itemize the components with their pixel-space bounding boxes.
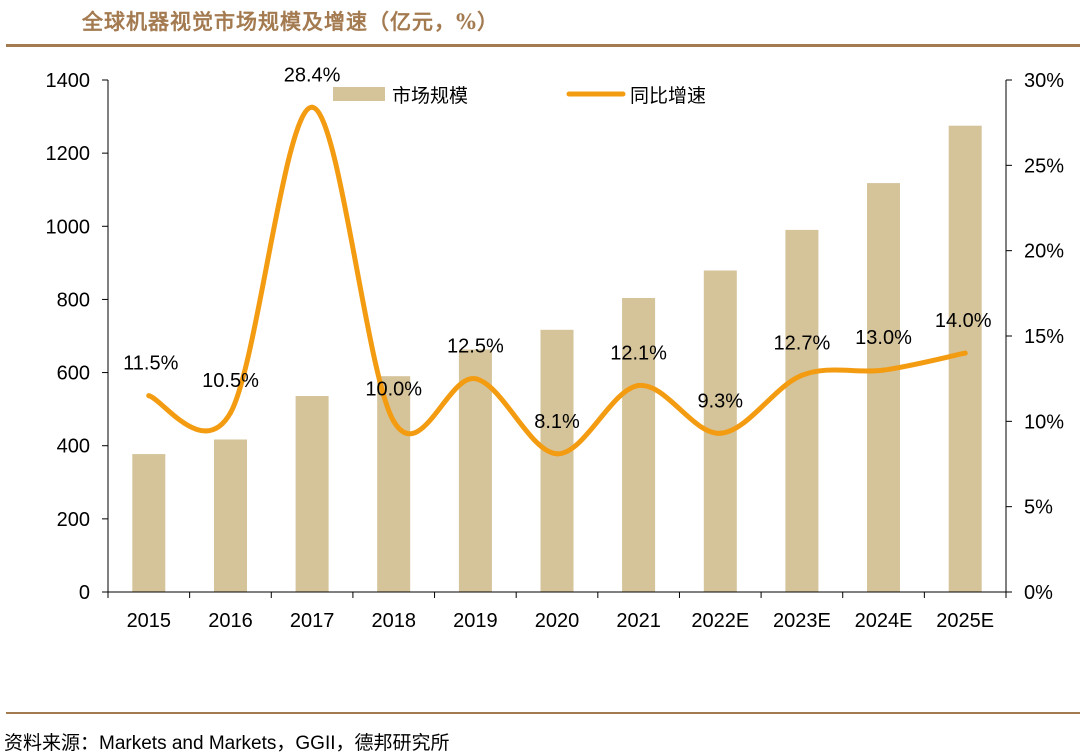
- right-tick-label: 30%: [1024, 70, 1064, 92]
- labels-layer: 11.5% 10.5% 28.4% 10.0% 12.5% 8.1% 12.1% 9.3% 12…: [123, 64, 992, 433]
- growth-label-2016: 10.5%: [202, 370, 259, 392]
- right-tick-label: 25%: [1024, 155, 1064, 177]
- legend-swatch-market-size: [333, 87, 385, 101]
- chart-title: 全球机器视觉市场规模及增速（亿元，%）: [82, 9, 499, 34]
- growth-point-2015: [146, 393, 152, 399]
- right-tick-label: 5%: [1024, 497, 1053, 519]
- growth-label-2021: 12.1%: [610, 343, 667, 365]
- x-tick-label: 2023E: [773, 610, 831, 632]
- bar-2021: [622, 298, 656, 592]
- growth-point-2022E: [717, 430, 723, 436]
- x-tick-label: 2022E: [691, 610, 749, 632]
- left-tick-label: 200: [57, 509, 90, 531]
- x-tick-label: 2017: [290, 610, 335, 632]
- left-tick-label: 600: [57, 363, 90, 385]
- bar-2020: [540, 329, 574, 592]
- growth-label-2022E: 9.3%: [698, 390, 744, 412]
- left-tick-label: 0: [79, 582, 90, 604]
- growth-point-2023E: [799, 372, 805, 378]
- legend-label-market-size: 市场规模: [392, 85, 468, 107]
- bar-2024E: [867, 183, 900, 592]
- left-tick-label: 1000: [46, 216, 91, 238]
- x-tick-label: 2016: [208, 610, 253, 632]
- growth-label-2018: 10.0%: [365, 378, 422, 400]
- growth-label-2017: 28.4%: [284, 64, 341, 86]
- growth-point-2016: [228, 410, 233, 416]
- growth-point-2025E: [962, 350, 968, 356]
- bar-2019: [458, 349, 492, 592]
- growth-point-2019: [472, 376, 478, 382]
- left-tick-label: 1200: [46, 143, 91, 165]
- growth-label-2015: 11.5%: [123, 353, 178, 375]
- growth-point-2021: [636, 383, 642, 388]
- left-tick-label: 1400: [46, 70, 91, 92]
- x-tick-label: 2024E: [855, 610, 913, 632]
- x-tick-label: 2015: [127, 610, 172, 632]
- left-tick-label: 800: [57, 289, 90, 311]
- right-tick-label: 0%: [1024, 582, 1053, 604]
- x-tick-label: 2018: [371, 610, 416, 632]
- bar-2023E: [785, 229, 819, 592]
- left-tick-label: 400: [57, 436, 90, 458]
- growth-label-2020: 8.1%: [534, 411, 580, 433]
- growth-label-2023E: 12.7%: [774, 332, 831, 354]
- x-tick-label: 2019: [453, 610, 498, 632]
- bars-layer: [132, 125, 982, 592]
- growth-label-2019: 12.5%: [447, 336, 504, 358]
- right-tick-label: 10%: [1024, 411, 1064, 433]
- line-layer: [146, 104, 968, 457]
- bar-2015: [132, 454, 166, 592]
- right-tick-label: 20%: [1024, 241, 1064, 263]
- x-tick-label: 2020: [535, 610, 580, 632]
- bar-2018: [377, 376, 411, 592]
- x-tick-label: 2021: [616, 610, 661, 632]
- top-divider: [6, 44, 1080, 47]
- legend: 市场规模 同比增速: [333, 85, 706, 107]
- bottom-divider: [6, 712, 1080, 714]
- x-tick-label: 2025E: [936, 610, 994, 632]
- source-note: 资料来源：Markets and Markets，GGII，德邦研究所: [4, 733, 450, 754]
- bar-2025E: [948, 125, 982, 592]
- growth-point-2024E: [881, 367, 886, 373]
- growth-label-2024E: 13.0%: [855, 327, 912, 349]
- bar-2016: [214, 439, 247, 592]
- growth-point-2017: [309, 104, 315, 110]
- bar-2017: [295, 396, 329, 592]
- legend-label-growth-rate: 同比增速: [630, 85, 706, 107]
- right-tick-label: 15%: [1024, 326, 1064, 348]
- growth-point-2020: [554, 451, 560, 457]
- growth-point-2018: [391, 418, 397, 424]
- axes-layer: 0 200 400 600 800 1000 1200 1400 0% 5% 10% 15% 20% 25…: [46, 70, 1065, 632]
- growth-label-2025E: 14.0%: [935, 310, 992, 332]
